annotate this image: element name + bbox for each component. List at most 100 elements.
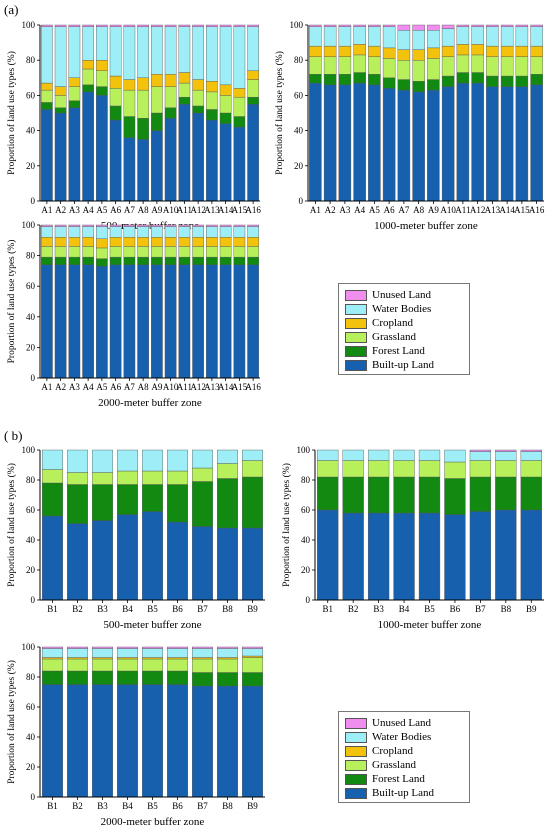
bar-segment (520, 460, 542, 478)
bar-segment (123, 224, 136, 227)
legend-item-water-bodies: Water Bodies (345, 730, 431, 744)
bar-segment (167, 470, 188, 485)
bar-segment (515, 56, 529, 77)
bar-segment (142, 646, 163, 649)
x-tick-label: A2 (325, 205, 336, 215)
bar-segment (42, 449, 63, 470)
bar-segment (192, 246, 204, 258)
bar-segment (242, 449, 263, 461)
bar-segment (471, 72, 484, 84)
bar-segment (206, 26, 218, 82)
x-axis-title: 1000-meter buffer zone (378, 619, 482, 631)
x-tick-label: A16 (529, 205, 545, 215)
bar-segment (247, 264, 259, 379)
bar-segment (192, 657, 213, 660)
x-tick-label: A9 (428, 205, 439, 215)
bar-segment (67, 657, 88, 660)
legend-swatch (345, 317, 367, 329)
bar-segment (41, 102, 53, 110)
x-tick-label: A10 (163, 205, 179, 215)
y-tick-label: 60 (26, 702, 36, 712)
bar-segment (54, 95, 67, 108)
y-axis-title: Proportion of land use types (%) (6, 660, 17, 784)
bar-segment (206, 226, 218, 238)
legend-label: Forest Land (372, 345, 425, 357)
bar-segment (471, 24, 484, 27)
bar-segment (530, 45, 543, 57)
x-tick-label: A2 (55, 382, 66, 392)
bar-segment (41, 89, 53, 103)
bar-segment (54, 246, 67, 258)
y-tick-label: 60 (294, 90, 304, 100)
bar-segment (82, 246, 94, 258)
bar-segment (96, 86, 108, 96)
bar-segment (338, 56, 352, 75)
bar-segment (441, 45, 455, 57)
bar-segment (353, 44, 366, 56)
bar-segment (206, 246, 218, 258)
bar-segment (41, 246, 53, 258)
bar-segment (123, 137, 136, 202)
bar-segment (167, 684, 188, 798)
x-tick-label: A6 (384, 205, 395, 215)
bar-segment (219, 26, 232, 86)
bar-segment (151, 264, 163, 379)
x-tick-label: A10 (163, 382, 179, 392)
bar-segment (486, 26, 499, 47)
bar-segment (178, 256, 191, 265)
bar-segment (167, 648, 188, 658)
bar-segment (418, 476, 441, 514)
x-tick-label: B5 (424, 604, 435, 614)
bar-segment (242, 460, 263, 478)
bar-segment (123, 246, 136, 258)
x-tick-label: A15 (232, 205, 248, 215)
bar-segment (192, 79, 204, 91)
bar-segment (192, 264, 204, 379)
bar-segment (164, 256, 177, 265)
legend-item-built-up-land: Built-up Land (345, 358, 434, 372)
bar-segment (206, 91, 218, 110)
chart-5: B1 B2 B3 B4 B5 B6 B7 B8 B9 0 20 40 60 80 100 1000-meter… (281, 445, 544, 631)
bar-segment (367, 512, 390, 601)
bar-segment (164, 226, 177, 238)
bar-segment (137, 89, 149, 119)
x-tick-label: B2 (72, 801, 83, 811)
bar-segment (68, 100, 81, 108)
bar-segment (338, 84, 352, 202)
bar-segment (520, 451, 542, 461)
x-tick-label: B1 (322, 604, 333, 614)
x-tick-label: A2 (55, 205, 66, 215)
y-tick-label: 100 (22, 445, 36, 455)
bar-segment (142, 657, 163, 660)
y-tick-label: 20 (301, 565, 311, 575)
legend-swatch (345, 731, 367, 743)
bar-segment (309, 56, 322, 75)
bar-segment (338, 45, 352, 57)
bar-segment (164, 246, 177, 258)
bar-segment (397, 24, 411, 31)
bar-segment (68, 86, 81, 101)
legend-label: Water Bodies (372, 731, 432, 743)
bar-segment (82, 68, 94, 86)
bar-segment (342, 460, 364, 478)
legend-label: Cropland (372, 317, 413, 329)
bar-segment (151, 130, 163, 202)
bar-segment (109, 246, 122, 258)
bar-segment (151, 26, 163, 75)
x-tick-label: A16 (245, 382, 261, 392)
bar-segment (67, 523, 88, 601)
legend-label: Water Bodies (372, 303, 432, 315)
x-tick-label: A13 (204, 382, 220, 392)
bar-segment (353, 26, 366, 45)
y-tick-label: 0 (31, 792, 36, 802)
bar-segment (393, 512, 415, 601)
bar-segment (109, 88, 122, 107)
bar-segment (117, 648, 138, 658)
bar-segment (323, 56, 337, 75)
x-tick-label: A8 (138, 382, 149, 392)
bar-segment (469, 451, 492, 461)
bar-segment (323, 84, 337, 202)
x-tick-label: B2 (348, 604, 359, 614)
bar-segment (178, 103, 191, 202)
bar-segment (342, 476, 364, 514)
